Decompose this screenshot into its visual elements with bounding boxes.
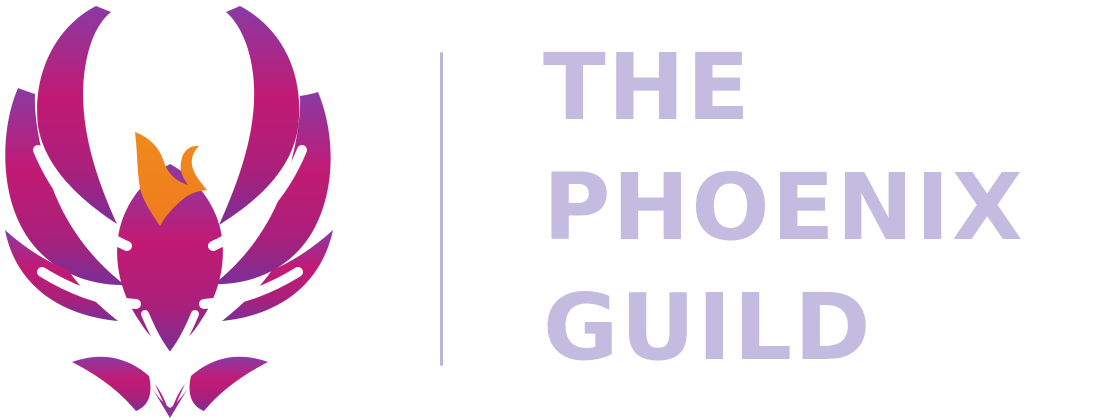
wordmark-line-guild: GUILD	[543, 274, 873, 381]
wordmark-line-phoenix: PHOENIX	[543, 154, 1025, 261]
wordmark: THE PHOENIX GUILD	[543, 34, 1091, 381]
logo-divider	[440, 52, 443, 366]
wordmark-line-the: THE	[543, 34, 752, 141]
phoenix-icon	[5, 6, 333, 418]
